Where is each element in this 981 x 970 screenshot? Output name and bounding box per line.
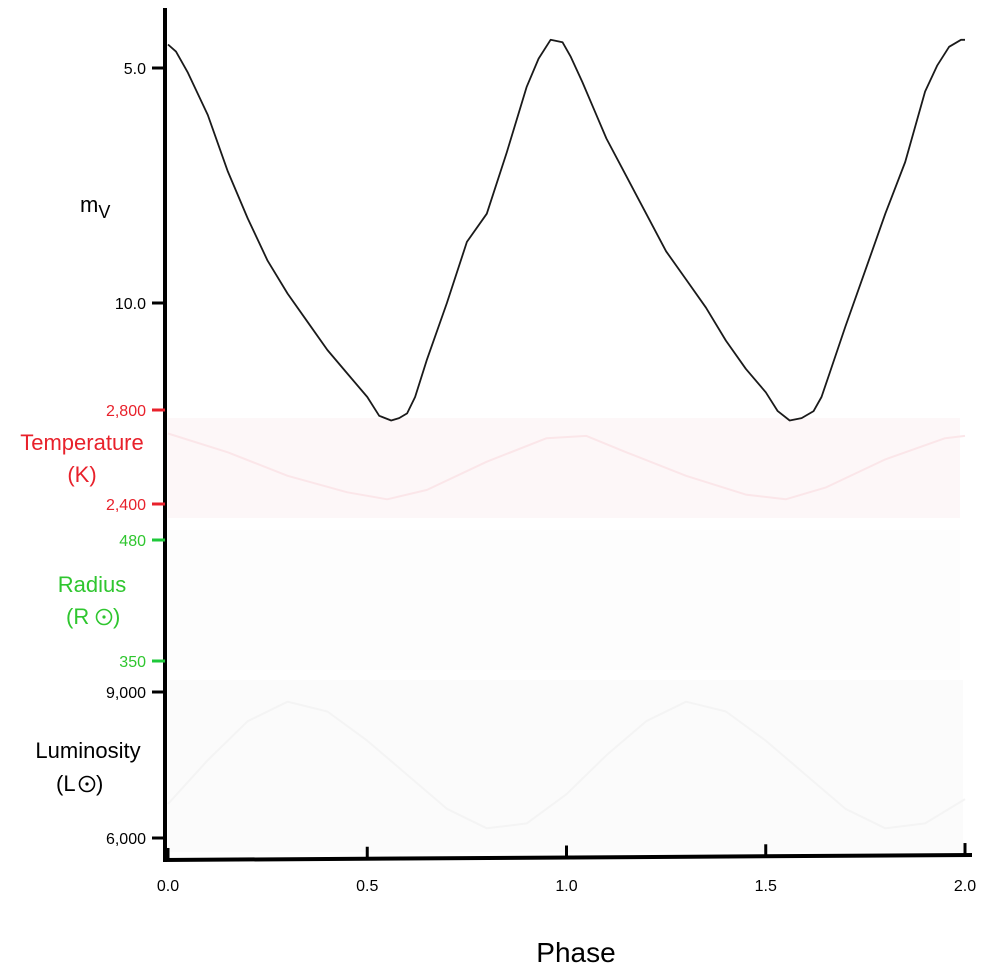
temperature-y-tick-label: 2,800: [106, 403, 146, 420]
x-tick-label: 0.0: [157, 878, 179, 895]
luminosity-unit-close: ): [96, 771, 103, 796]
magnitude-y-tick-label: 5.0: [124, 61, 146, 78]
radius-unit-close: ): [113, 604, 120, 629]
radius-y-tick-label: 350: [119, 654, 146, 671]
temperature-y-tick-label: 2,400: [106, 497, 146, 514]
sun-symbol-icon: [95, 608, 113, 626]
luminosity-unit-open: (L: [56, 771, 76, 796]
radius-axis-unit: (R ): [66, 604, 120, 629]
x-tick-layer: 0.0 0.5 1.0 1.5 2.0: [157, 843, 976, 895]
x-tick-label: 0.5: [356, 878, 378, 895]
radius-axis-title: Radius: [58, 572, 126, 597]
sun-symbol-icon: [78, 775, 96, 793]
x-axis-label: Phase: [536, 937, 615, 968]
radius-panel-background: [168, 530, 960, 670]
x-tick-label: 2.0: [954, 878, 976, 895]
radius-unit-open: (R: [66, 604, 89, 629]
luminosity-y-tick-label: 6,000: [106, 831, 146, 848]
sun-symbol-dot: [85, 782, 89, 786]
temperature-axis-title: Temperature: [20, 430, 144, 455]
magnitude-title-sub: V: [98, 202, 110, 222]
luminosity-axis-title: Luminosity: [35, 738, 140, 763]
magnitude-axis-title: mV: [80, 192, 110, 222]
magnitude-title-main: m: [80, 192, 98, 217]
tick-layer: 5.0 10.0 2,800 2,400 480 350 9,000 6,000: [106, 61, 165, 848]
magnitude-y-tick-label: 10.0: [115, 296, 146, 313]
series-layer: [167, 38, 966, 830]
temperature-panel-background: [168, 418, 960, 518]
luminosity-panel-background: [168, 680, 963, 852]
sun-symbol-dot: [102, 615, 106, 619]
magnitude-series-line: [167, 38, 965, 422]
luminosity-axis-unit: (L ): [56, 771, 103, 796]
temperature-axis-unit: (K): [67, 462, 96, 487]
x-tick-label: 1.0: [555, 878, 577, 895]
radius-y-tick-label: 480: [119, 533, 146, 550]
luminosity-series-line: [167, 700, 966, 830]
x-tick-label: 1.5: [755, 878, 777, 895]
luminosity-y-tick-label: 9,000: [106, 685, 146, 702]
temperature-series-line: [167, 432, 966, 501]
